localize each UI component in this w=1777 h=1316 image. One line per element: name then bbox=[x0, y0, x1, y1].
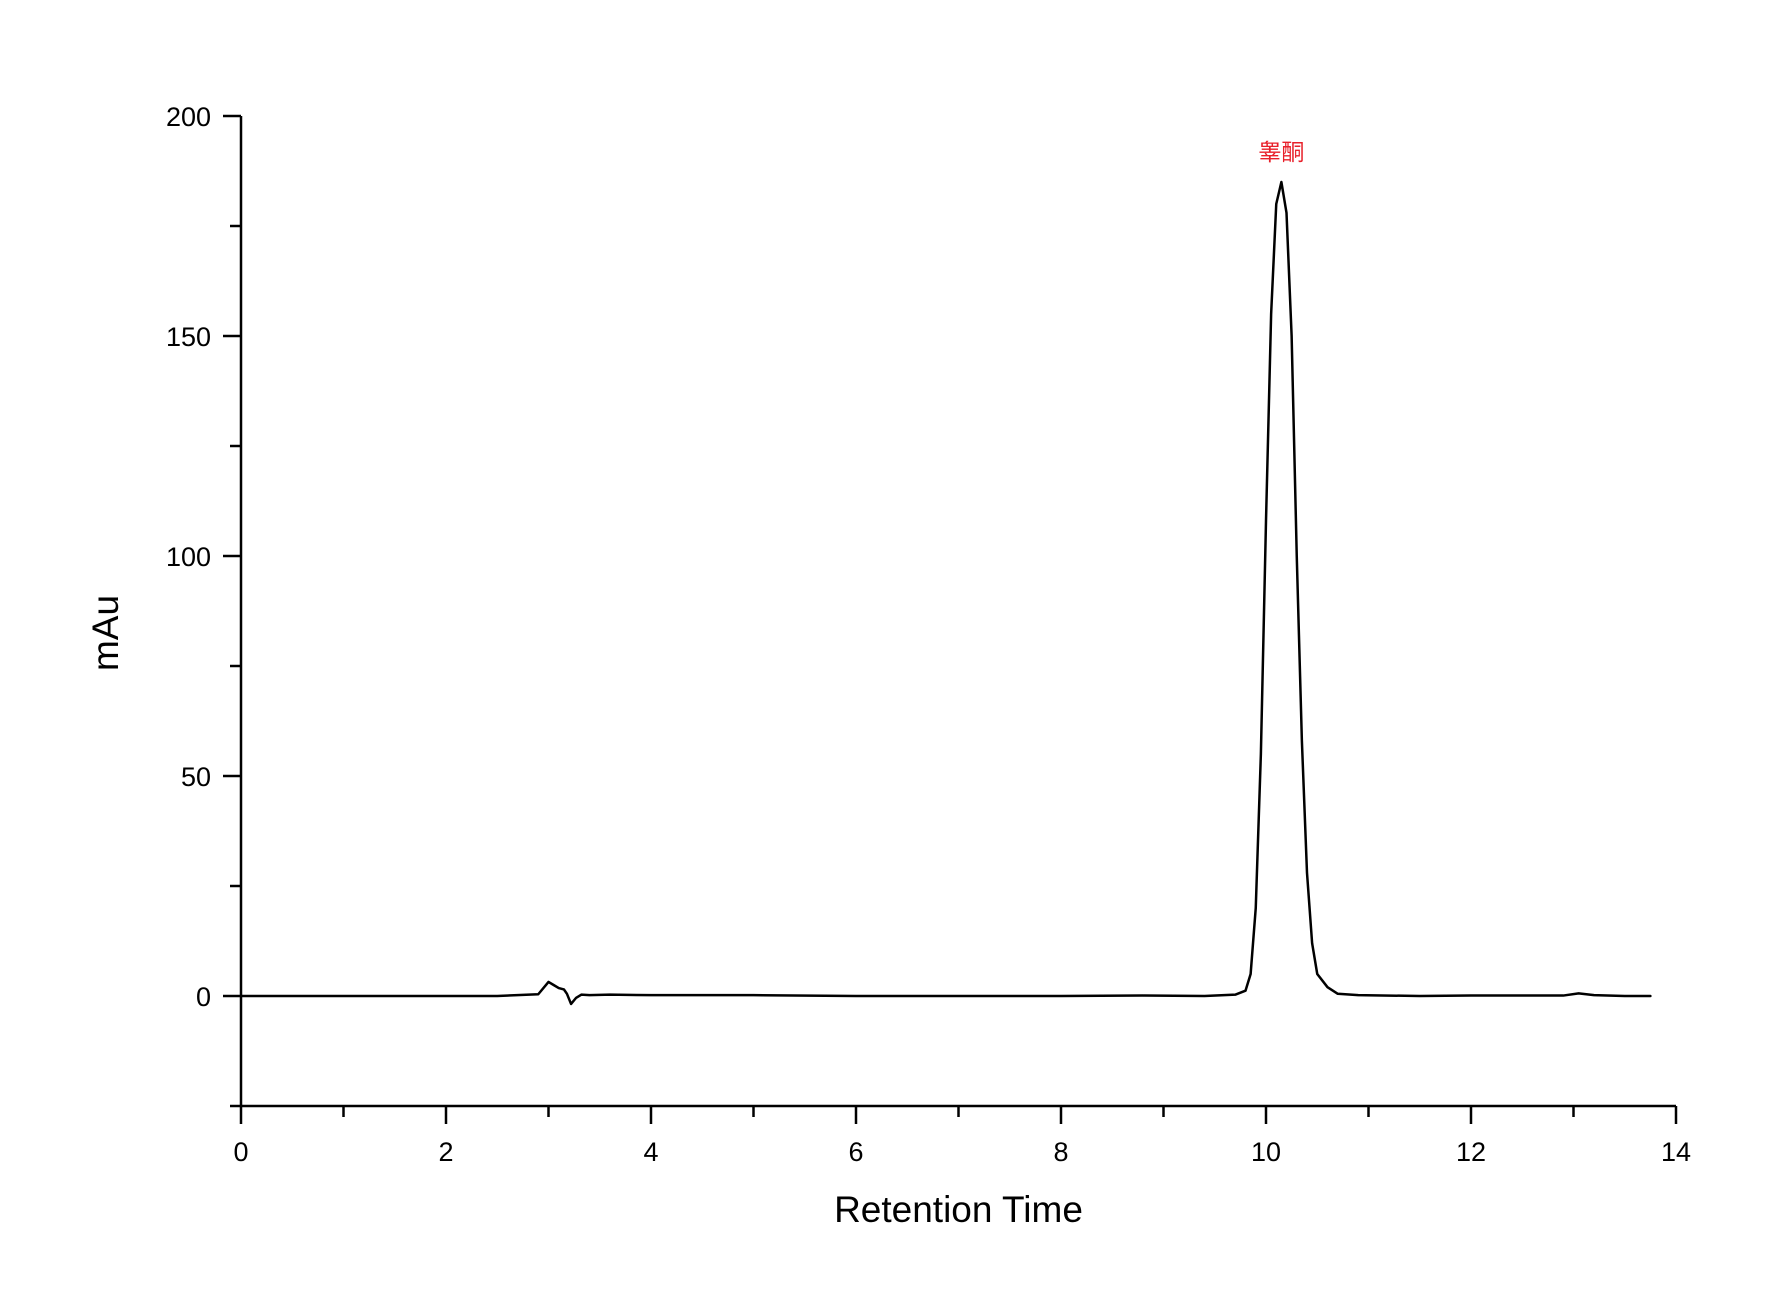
y-tick-label: 0 bbox=[196, 982, 211, 1012]
y-tick-label: 200 bbox=[166, 102, 211, 132]
peak-label: 睾酮 bbox=[1258, 140, 1304, 166]
x-axis-ticks: 0 2 4 6 8 10 12 14 bbox=[233, 1106, 1691, 1167]
y-axis-ticks: 0 50 100 150 200 bbox=[166, 102, 241, 1108]
chromatogram-trace bbox=[239, 180, 1652, 1006]
y-tick-label: 150 bbox=[166, 322, 211, 352]
x-tick-label: 6 bbox=[848, 1137, 863, 1167]
x-tick-label: 12 bbox=[1456, 1137, 1486, 1167]
x-tick-label: 14 bbox=[1661, 1137, 1691, 1167]
peak-annotations: 睾酮 bbox=[1258, 140, 1304, 166]
x-tick-label: 10 bbox=[1251, 1137, 1281, 1167]
plot-area: 0 2 4 6 8 10 12 14 0 50 100 150 200 睾酮 bbox=[166, 102, 1691, 1167]
x-tick-label: 2 bbox=[438, 1137, 453, 1167]
x-tick-label: 4 bbox=[643, 1137, 658, 1167]
x-tick-label: 0 bbox=[233, 1137, 248, 1167]
y-tick-label: 50 bbox=[181, 762, 211, 792]
x-axis-title: Retention Time bbox=[834, 1189, 1083, 1230]
y-tick-label: 100 bbox=[166, 542, 211, 572]
x-tick-label: 8 bbox=[1053, 1137, 1068, 1167]
y-axis-title: mAu bbox=[85, 595, 126, 671]
